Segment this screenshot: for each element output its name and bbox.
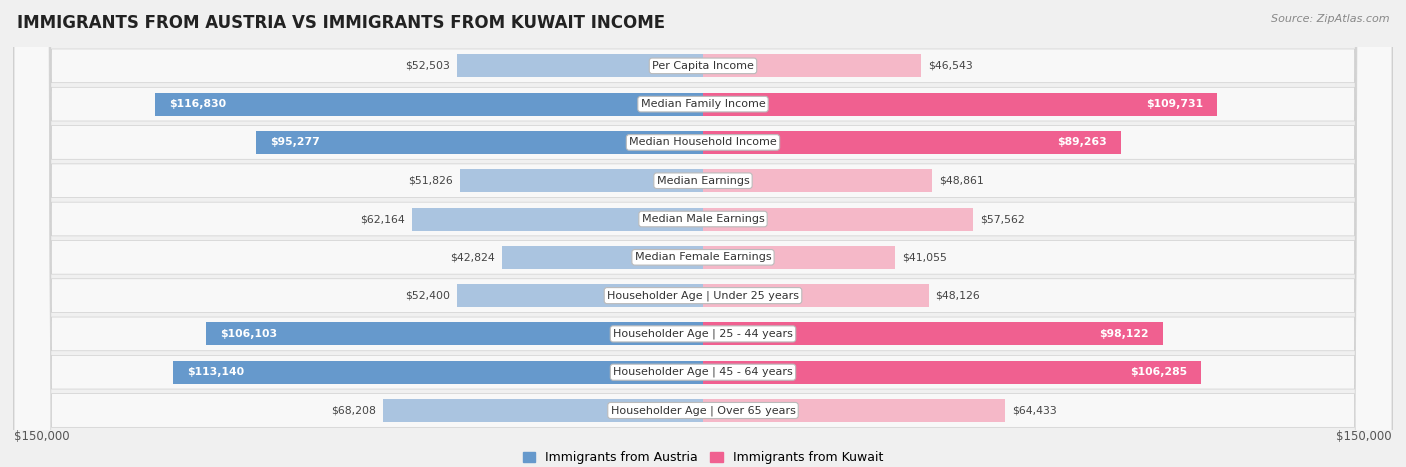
Text: $41,055: $41,055	[903, 252, 948, 262]
Bar	[156, 92, 703, 116]
Text: Householder Age | 25 - 44 years: Householder Age | 25 - 44 years	[613, 329, 793, 339]
Bar	[703, 322, 1163, 346]
Bar	[703, 207, 973, 231]
Text: Householder Age | Over 65 years: Householder Age | Over 65 years	[610, 405, 796, 416]
Bar	[703, 131, 1122, 154]
Text: IMMIGRANTS FROM AUSTRIA VS IMMIGRANTS FROM KUWAIT INCOME: IMMIGRANTS FROM AUSTRIA VS IMMIGRANTS FR…	[17, 14, 665, 32]
Bar	[703, 169, 932, 192]
Text: $106,285: $106,285	[1130, 367, 1187, 377]
Bar	[703, 246, 896, 269]
Text: $51,826: $51,826	[408, 176, 453, 186]
Bar	[457, 54, 703, 78]
Text: Median Household Income: Median Household Income	[628, 137, 778, 148]
Text: $106,103: $106,103	[219, 329, 277, 339]
Bar	[703, 92, 1218, 116]
Text: $48,126: $48,126	[935, 290, 980, 301]
Bar	[703, 54, 921, 78]
Text: $52,400: $52,400	[405, 290, 450, 301]
Text: Median Earnings: Median Earnings	[657, 176, 749, 186]
FancyBboxPatch shape	[14, 0, 1392, 467]
Text: Householder Age | 45 - 64 years: Householder Age | 45 - 64 years	[613, 367, 793, 377]
FancyBboxPatch shape	[14, 0, 1392, 467]
Bar	[502, 246, 703, 269]
Text: Per Capita Income: Per Capita Income	[652, 61, 754, 71]
Text: $68,208: $68,208	[332, 405, 377, 416]
Text: $64,433: $64,433	[1012, 405, 1057, 416]
Legend: Immigrants from Austria, Immigrants from Kuwait: Immigrants from Austria, Immigrants from…	[517, 446, 889, 467]
Text: Source: ZipAtlas.com: Source: ZipAtlas.com	[1271, 14, 1389, 24]
FancyBboxPatch shape	[14, 0, 1392, 467]
Text: $95,277: $95,277	[270, 137, 321, 148]
Text: $113,140: $113,140	[187, 367, 243, 377]
Text: $46,543: $46,543	[928, 61, 973, 71]
Text: Median Male Earnings: Median Male Earnings	[641, 214, 765, 224]
FancyBboxPatch shape	[14, 0, 1392, 467]
Text: $150,000: $150,000	[1336, 431, 1392, 443]
Text: Householder Age | Under 25 years: Householder Age | Under 25 years	[607, 290, 799, 301]
Bar	[256, 131, 703, 154]
Text: $48,861: $48,861	[939, 176, 984, 186]
FancyBboxPatch shape	[14, 0, 1392, 467]
FancyBboxPatch shape	[14, 0, 1392, 467]
FancyBboxPatch shape	[14, 0, 1392, 467]
Bar	[412, 207, 703, 231]
Text: $98,122: $98,122	[1099, 329, 1149, 339]
Bar	[703, 361, 1201, 384]
Text: $62,164: $62,164	[360, 214, 405, 224]
Text: $150,000: $150,000	[14, 431, 70, 443]
FancyBboxPatch shape	[14, 0, 1392, 467]
Text: $109,731: $109,731	[1146, 99, 1204, 109]
Text: $57,562: $57,562	[980, 214, 1025, 224]
Text: $52,503: $52,503	[405, 61, 450, 71]
Bar	[703, 284, 928, 307]
FancyBboxPatch shape	[14, 0, 1392, 467]
Text: $116,830: $116,830	[170, 99, 226, 109]
Bar	[384, 399, 703, 422]
Bar	[460, 169, 703, 192]
Text: Median Family Income: Median Family Income	[641, 99, 765, 109]
Bar	[457, 284, 703, 307]
Text: Median Female Earnings: Median Female Earnings	[634, 252, 772, 262]
Text: $89,263: $89,263	[1057, 137, 1108, 148]
Bar	[173, 361, 703, 384]
Bar	[703, 399, 1005, 422]
Bar	[205, 322, 703, 346]
FancyBboxPatch shape	[14, 0, 1392, 467]
Text: $42,824: $42,824	[450, 252, 495, 262]
